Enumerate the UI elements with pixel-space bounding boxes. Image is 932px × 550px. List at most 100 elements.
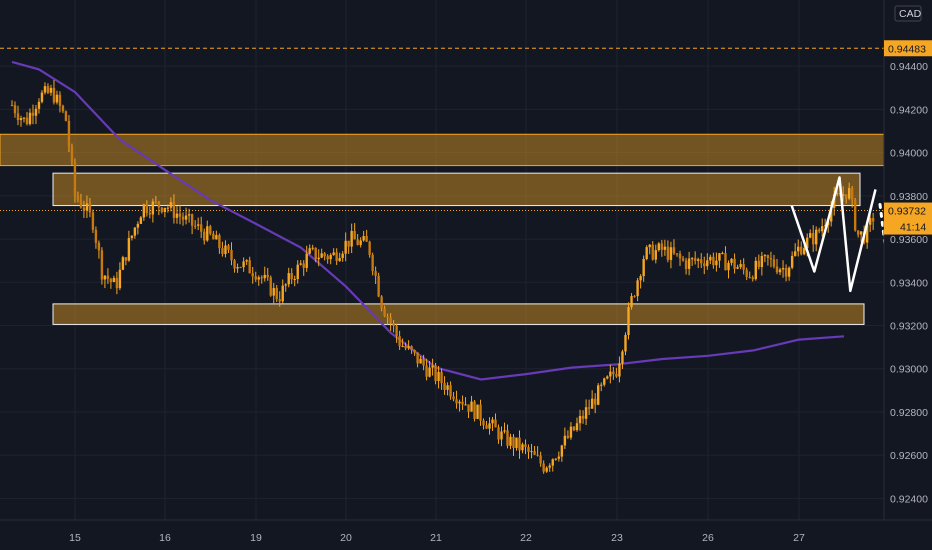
candle-body <box>260 277 263 279</box>
candle-body <box>64 111 68 121</box>
candle-body <box>206 226 209 241</box>
candle-body <box>248 260 251 274</box>
candle-body <box>814 229 818 245</box>
current-price-tag-label: 0.93732 <box>888 206 926 218</box>
candle <box>356 234 359 246</box>
candle <box>139 215 143 224</box>
candle <box>648 244 651 255</box>
candle-body <box>190 214 194 226</box>
candle <box>455 390 458 409</box>
candle <box>61 104 65 114</box>
candle <box>730 258 733 266</box>
candle-body <box>431 365 434 368</box>
candle <box>678 250 682 266</box>
candle-body <box>407 346 410 349</box>
candle <box>458 399 461 412</box>
candle <box>593 393 597 414</box>
candle <box>419 355 422 364</box>
candle-body <box>236 267 239 269</box>
candle <box>578 409 582 431</box>
candle <box>64 110 68 122</box>
candle <box>136 221 140 235</box>
candle-body <box>314 247 317 260</box>
candle <box>127 230 131 262</box>
candle-body <box>703 263 706 267</box>
candle <box>757 254 761 270</box>
candle <box>392 320 395 333</box>
candle-body <box>660 243 664 250</box>
candle-body <box>266 274 269 278</box>
candle <box>690 257 694 266</box>
candle <box>557 451 561 462</box>
candle <box>654 244 657 264</box>
candle-body <box>745 269 748 277</box>
candle <box>28 108 32 126</box>
candle <box>467 404 470 419</box>
candle-body <box>410 346 413 350</box>
candle-body <box>681 258 685 261</box>
candle <box>13 101 17 118</box>
candle <box>609 364 612 384</box>
candle <box>449 381 452 400</box>
candle <box>769 251 773 268</box>
time-tick-label: 26 <box>702 532 714 544</box>
candle-body <box>184 215 188 220</box>
candle <box>332 248 335 256</box>
candle <box>515 437 518 451</box>
candle-body <box>356 239 359 245</box>
candle <box>362 230 365 242</box>
candle <box>383 305 386 318</box>
candle <box>46 83 50 95</box>
candle-body <box>178 213 182 217</box>
candle-body <box>422 358 425 366</box>
candle <box>82 200 86 218</box>
candle-body <box>79 200 83 208</box>
candle <box>215 230 218 240</box>
candle <box>284 283 287 292</box>
candle <box>554 458 557 461</box>
candle <box>230 242 233 266</box>
candle <box>359 237 362 248</box>
candle-body <box>31 112 35 116</box>
price-tick-label: 0.93000 <box>890 364 928 376</box>
candle-body <box>581 415 585 419</box>
time-axis[interactable]: 15 16 19 20 21 22 23 26 27 <box>0 519 932 550</box>
candle <box>49 84 53 96</box>
price-axis[interactable]: 0.94400 0.94200 0.94000 0.93800 0.93600 0.934… <box>883 0 932 550</box>
candle <box>178 205 182 225</box>
candle-body <box>209 226 212 234</box>
candle <box>820 218 824 237</box>
candle-body <box>37 101 41 109</box>
candle <box>817 227 821 234</box>
candle-body <box>575 423 579 431</box>
candle-body <box>212 233 215 240</box>
candle-body <box>233 260 236 269</box>
candle <box>40 90 44 104</box>
candle <box>618 356 621 383</box>
candle-body <box>597 385 600 405</box>
candle-body <box>67 120 71 147</box>
candle <box>166 204 170 213</box>
price-tick-label: 0.94000 <box>890 148 928 160</box>
candle-body <box>482 420 485 426</box>
candle <box>778 267 782 276</box>
candle-body <box>518 437 521 451</box>
candle <box>669 241 673 269</box>
candle <box>311 244 314 251</box>
candle <box>395 323 398 343</box>
candle <box>157 200 161 216</box>
candle-body <box>332 252 335 255</box>
candle <box>847 182 851 201</box>
candle <box>612 367 615 380</box>
candle-body <box>678 253 682 259</box>
candle <box>651 241 654 261</box>
candle <box>587 399 591 415</box>
candle-body <box>700 259 703 264</box>
candle-body <box>389 317 392 324</box>
candle <box>371 252 374 276</box>
candle <box>281 279 284 304</box>
candle <box>871 212 875 231</box>
candle <box>290 268 293 284</box>
dashed-level-tag <box>884 40 932 57</box>
